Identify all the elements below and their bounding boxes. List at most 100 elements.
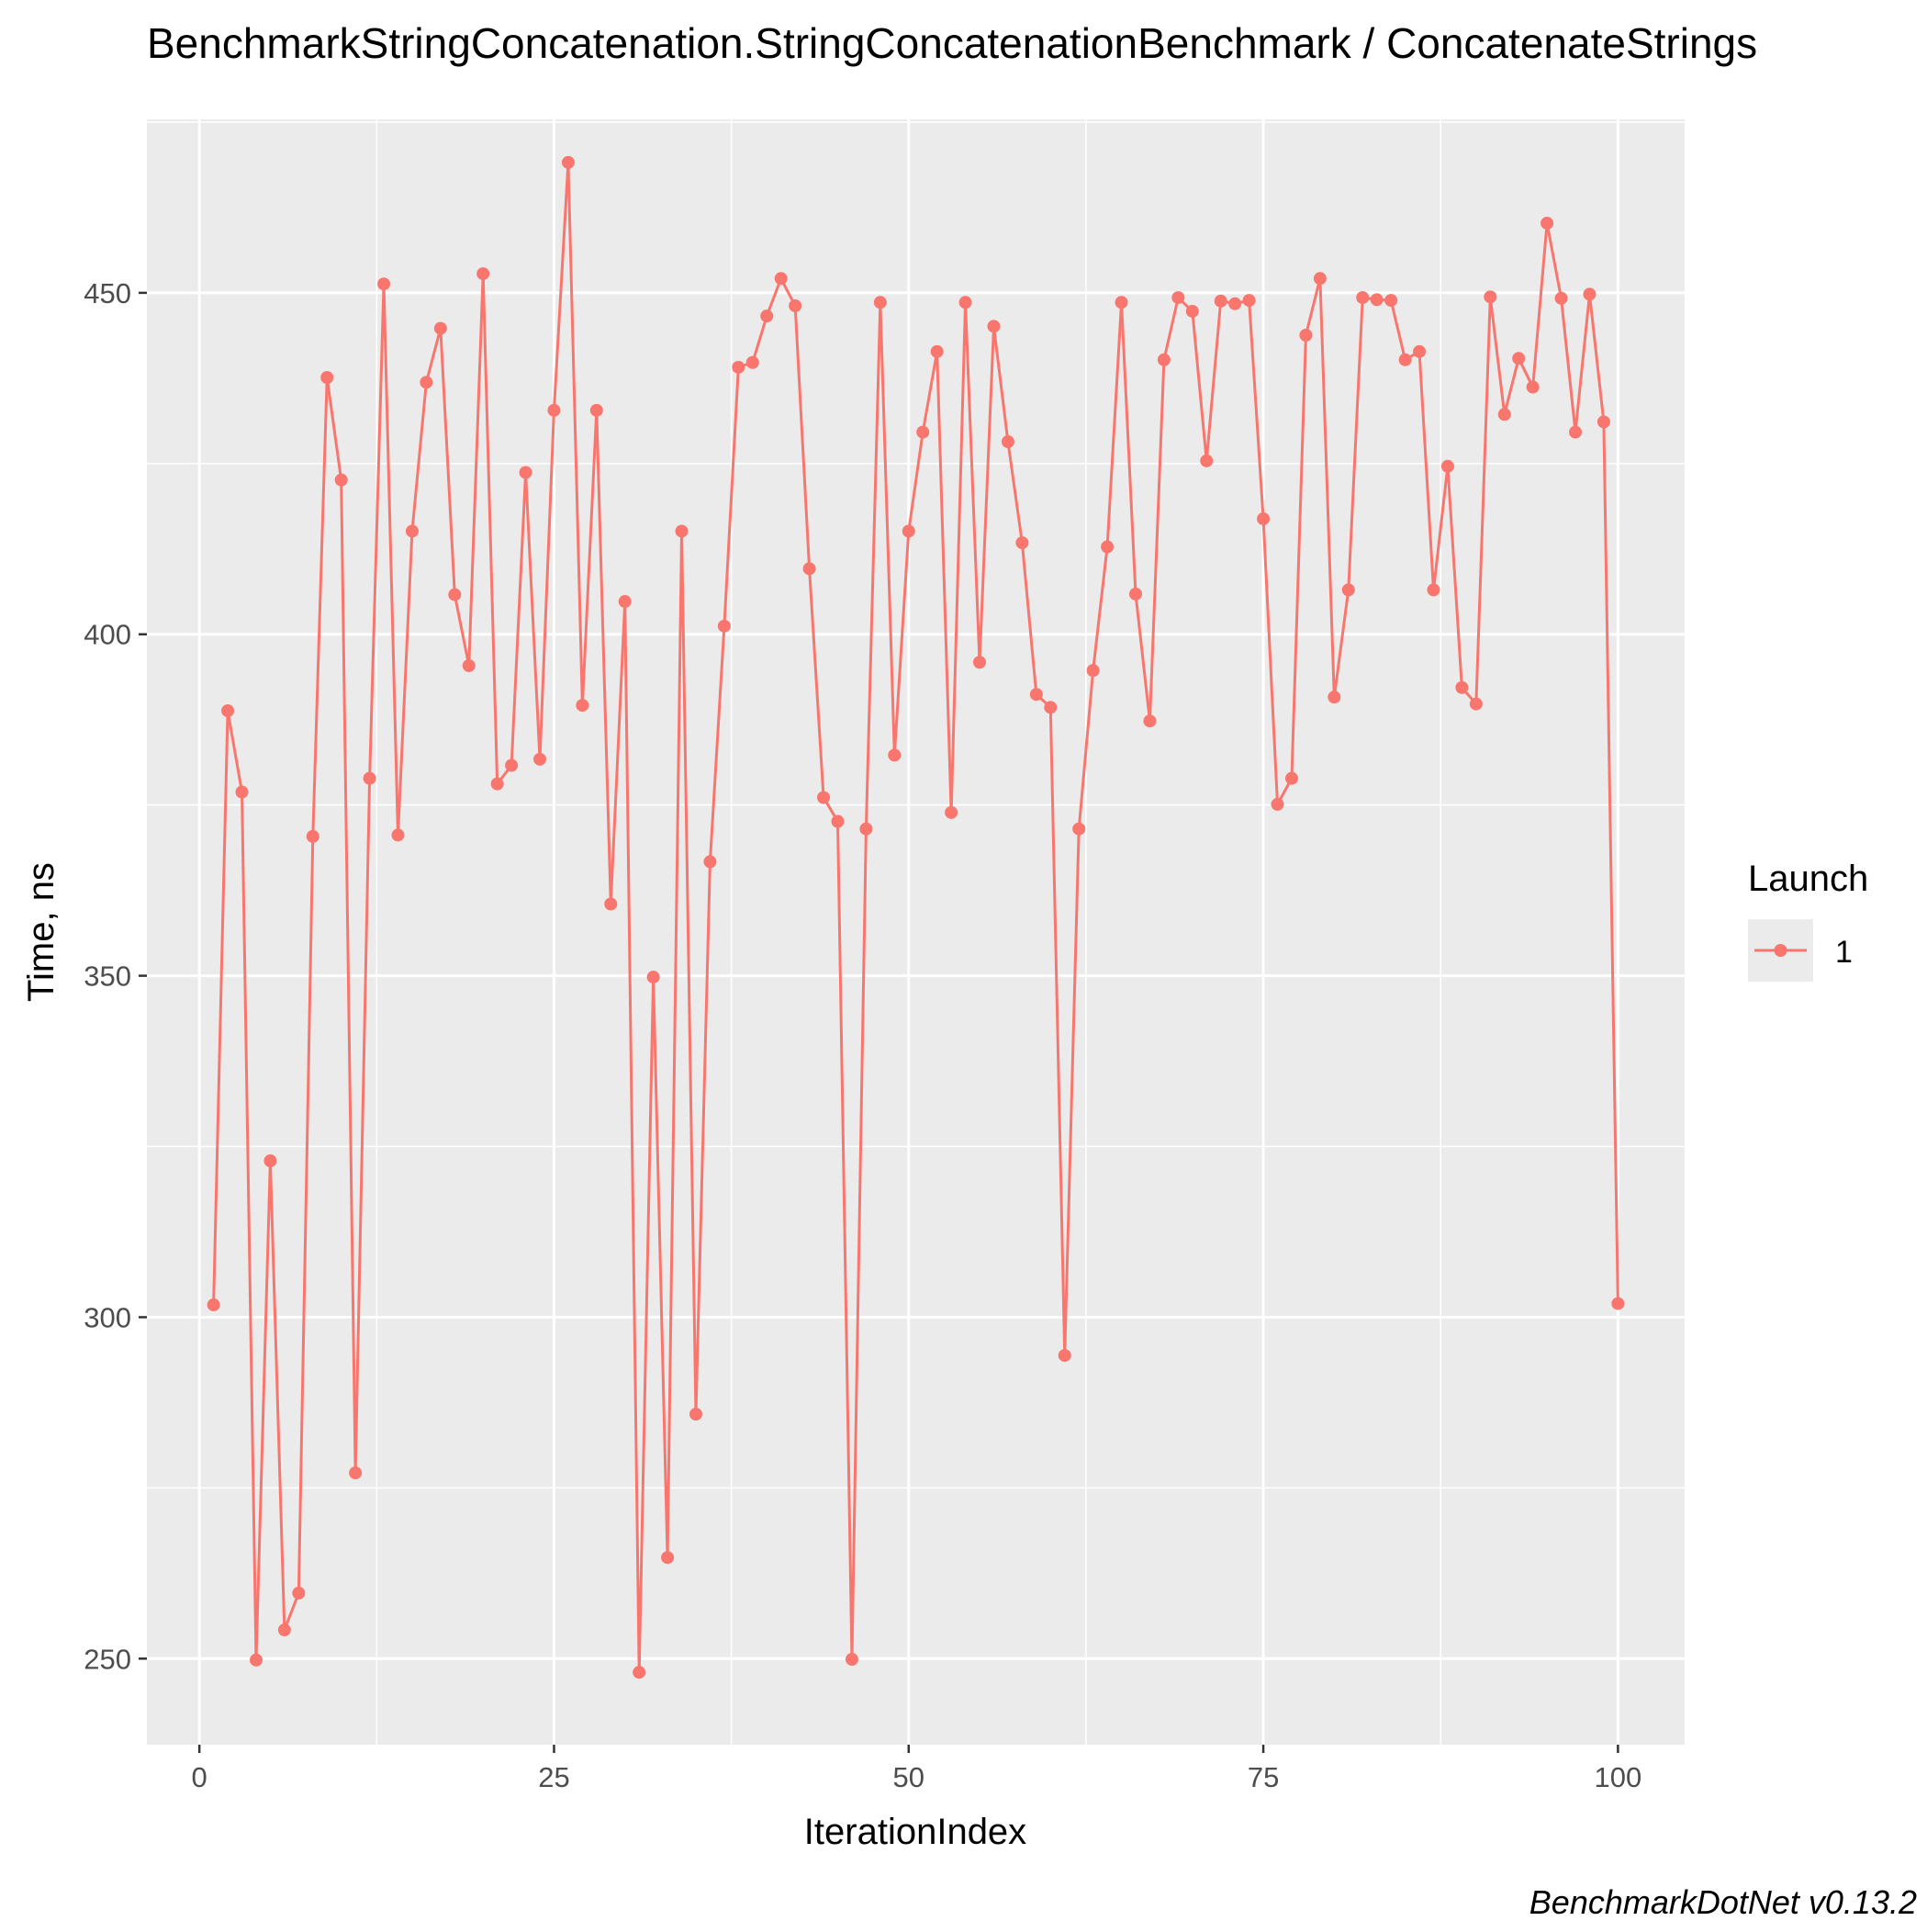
data-point [505, 758, 519, 772]
data-point [519, 466, 532, 479]
data-point [1313, 272, 1327, 286]
data-point [789, 299, 802, 313]
data-point [1554, 291, 1568, 305]
x-axis: 0 25 50 75 100 [192, 1745, 1642, 1793]
data-point [633, 1666, 646, 1679]
data-point [817, 791, 831, 804]
data-point [490, 777, 504, 791]
data-point [334, 473, 348, 487]
data-point [845, 1653, 858, 1667]
data-point [1469, 697, 1483, 711]
data-point [1228, 297, 1242, 310]
data-point [391, 828, 405, 842]
data-point [1257, 512, 1271, 526]
data-point [249, 1653, 263, 1667]
data-point [207, 1298, 220, 1312]
data-point [448, 588, 462, 601]
data-point [945, 805, 958, 819]
x-tick-label: 50 [893, 1761, 924, 1793]
series-layer [207, 155, 1625, 1679]
data-point [604, 897, 618, 911]
data-point [802, 562, 816, 576]
data-point [363, 771, 376, 785]
y-tick-label: 400 [84, 619, 131, 651]
data-point [1143, 714, 1157, 728]
grid-minor [147, 119, 1685, 1745]
legend-title: Launch [1748, 859, 1868, 899]
grid-major [147, 119, 1685, 1745]
data-point [1526, 380, 1540, 394]
data-point [831, 814, 845, 828]
caption: BenchmarkDotNet v0.13.2 [1529, 1883, 1917, 1921]
data-point [859, 822, 873, 836]
y-tick-label: 450 [84, 277, 131, 309]
y-tick-label: 250 [84, 1643, 131, 1675]
data-point [902, 524, 915, 538]
data-point [405, 524, 419, 538]
data-point [717, 619, 731, 633]
legend-key-point [1774, 944, 1787, 957]
data-point [235, 785, 249, 799]
data-point [221, 704, 235, 718]
x-tick-label: 25 [538, 1761, 569, 1793]
data-point [576, 699, 589, 713]
data-point [1242, 294, 1256, 308]
data-point [1328, 691, 1341, 704]
x-axis-title: IterationIndex [804, 1812, 1026, 1852]
data-point [774, 272, 788, 286]
data-point [1398, 353, 1412, 366]
data-point [306, 829, 319, 843]
data-point [277, 1623, 291, 1637]
data-point [1413, 344, 1427, 358]
data-point [263, 1154, 277, 1168]
data-point [1029, 688, 1043, 702]
data-point [888, 748, 902, 762]
data-point [1115, 296, 1128, 309]
data-point [547, 403, 561, 417]
data-point [1072, 822, 1086, 836]
series-line [212, 161, 1619, 1674]
data-point [1341, 583, 1355, 597]
data-point [292, 1586, 306, 1600]
data-point [1497, 408, 1511, 421]
data-point [1015, 536, 1029, 550]
data-point [1540, 217, 1554, 230]
data-point [420, 376, 433, 389]
data-point [661, 1551, 675, 1565]
data-point [873, 296, 887, 309]
data-point [646, 971, 660, 984]
data-point [1484, 290, 1497, 304]
data-point [320, 371, 334, 385]
data-point [1157, 353, 1171, 366]
data-point [1200, 454, 1214, 467]
data-point [930, 344, 944, 358]
data-point [1596, 415, 1610, 429]
data-point [1299, 329, 1313, 343]
data-point [618, 595, 632, 609]
data-point [1455, 680, 1469, 694]
data-point [1284, 771, 1298, 785]
plot-panel [147, 119, 1685, 1745]
data-point [1440, 459, 1454, 473]
data-point [987, 320, 1001, 333]
data-point [349, 1466, 363, 1480]
x-tick-label: 75 [1248, 1761, 1279, 1793]
chart-title: BenchmarkStringConcatenation.StringConca… [147, 19, 1757, 67]
x-tick-label: 100 [1595, 1761, 1642, 1793]
x-tick-label: 0 [192, 1761, 207, 1793]
data-point [377, 277, 391, 291]
data-point [732, 360, 745, 374]
data-point [1185, 304, 1199, 318]
data-point [1271, 797, 1284, 811]
data-point [703, 855, 717, 869]
data-point [1101, 540, 1115, 554]
data-point [1569, 425, 1583, 439]
data-point [675, 524, 689, 538]
data-point [533, 752, 547, 766]
data-point [745, 355, 759, 369]
data-point [1214, 294, 1227, 308]
data-point [1129, 587, 1143, 601]
data-point [476, 267, 490, 281]
